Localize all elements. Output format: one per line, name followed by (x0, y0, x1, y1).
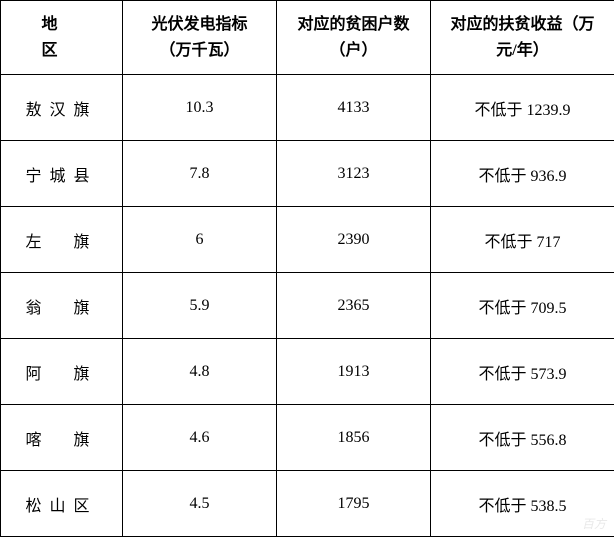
cell-region: 松山区 (1, 471, 123, 537)
header-households: 对应的贫困户数 （户） (277, 1, 431, 75)
cell-region: 敖汉旗 (1, 75, 123, 141)
header-pv-line2: （万千瓦） (159, 42, 239, 59)
table-row: 宁城县 7.8 3123 不低于 936.9 (1, 141, 614, 207)
cell-households: 3123 (277, 141, 431, 207)
header-income-line2: 元/年） (496, 42, 548, 59)
table-row: 敖汉旗 10.3 4133 不低于 1239.9 (1, 75, 614, 141)
cell-households: 1856 (277, 405, 431, 471)
header-households-line1: 对应的贫困户数 (297, 16, 409, 33)
cell-region: 阿 旗 (1, 339, 123, 405)
cell-pv-index: 4.8 (123, 339, 277, 405)
header-households-line2: （户） (329, 42, 377, 59)
cell-region: 翁 旗 (1, 273, 123, 339)
cell-pv-index: 6 (123, 207, 277, 273)
cell-income: 不低于 717 (431, 207, 614, 273)
cell-income: 不低于 936.9 (431, 141, 614, 207)
pv-poverty-table-container: 地 区 光伏发电指标 （万千瓦） 对应的贫困户数 （户） 对应的扶贫收益（万 元… (0, 0, 614, 537)
header-pv-index: 光伏发电指标 （万千瓦） (123, 1, 277, 75)
header-pv-line1: 光伏发电指标 (151, 16, 247, 33)
cell-region: 喀 旗 (1, 405, 123, 471)
table-row: 左 旗 6 2390 不低于 717 (1, 207, 614, 273)
header-income-line1: 对应的扶贫收益（万 (450, 16, 594, 33)
cell-income: 不低于 556.8 (431, 405, 614, 471)
table-row: 阿 旗 4.8 1913 不低于 573.9 (1, 339, 614, 405)
cell-households: 2365 (277, 273, 431, 339)
header-region: 地 区 (1, 1, 123, 75)
cell-pv-index: 10.3 (123, 75, 277, 141)
table-row: 翁 旗 5.9 2365 不低于 709.5 (1, 273, 614, 339)
table-body: 敖汉旗 10.3 4133 不低于 1239.9 宁城县 7.8 3123 不低… (1, 75, 614, 537)
cell-households: 1795 (277, 471, 431, 537)
header-region-label: 地 区 (41, 16, 121, 59)
header-income: 对应的扶贫收益（万 元/年） (431, 1, 614, 75)
table-row: 喀 旗 4.6 1856 不低于 556.8 (1, 405, 614, 471)
cell-income: 不低于 1239.9 (431, 75, 614, 141)
cell-pv-index: 4.5 (123, 471, 277, 537)
cell-pv-index: 7.8 (123, 141, 277, 207)
cell-income: 不低于 709.5 (431, 273, 614, 339)
cell-pv-index: 5.9 (123, 273, 277, 339)
table-header-row: 地 区 光伏发电指标 （万千瓦） 对应的贫困户数 （户） 对应的扶贫收益（万 元… (1, 1, 614, 75)
cell-region: 宁城县 (1, 141, 123, 207)
cell-income: 不低于 538.5 (431, 471, 614, 537)
cell-households: 4133 (277, 75, 431, 141)
cell-income: 不低于 573.9 (431, 339, 614, 405)
cell-households: 1913 (277, 339, 431, 405)
cell-pv-index: 4.6 (123, 405, 277, 471)
cell-households: 2390 (277, 207, 431, 273)
cell-region: 左 旗 (1, 207, 123, 273)
table-row: 松山区 4.5 1795 不低于 538.5 (1, 471, 614, 537)
pv-poverty-table: 地 区 光伏发电指标 （万千瓦） 对应的贫困户数 （户） 对应的扶贫收益（万 元… (0, 0, 614, 537)
